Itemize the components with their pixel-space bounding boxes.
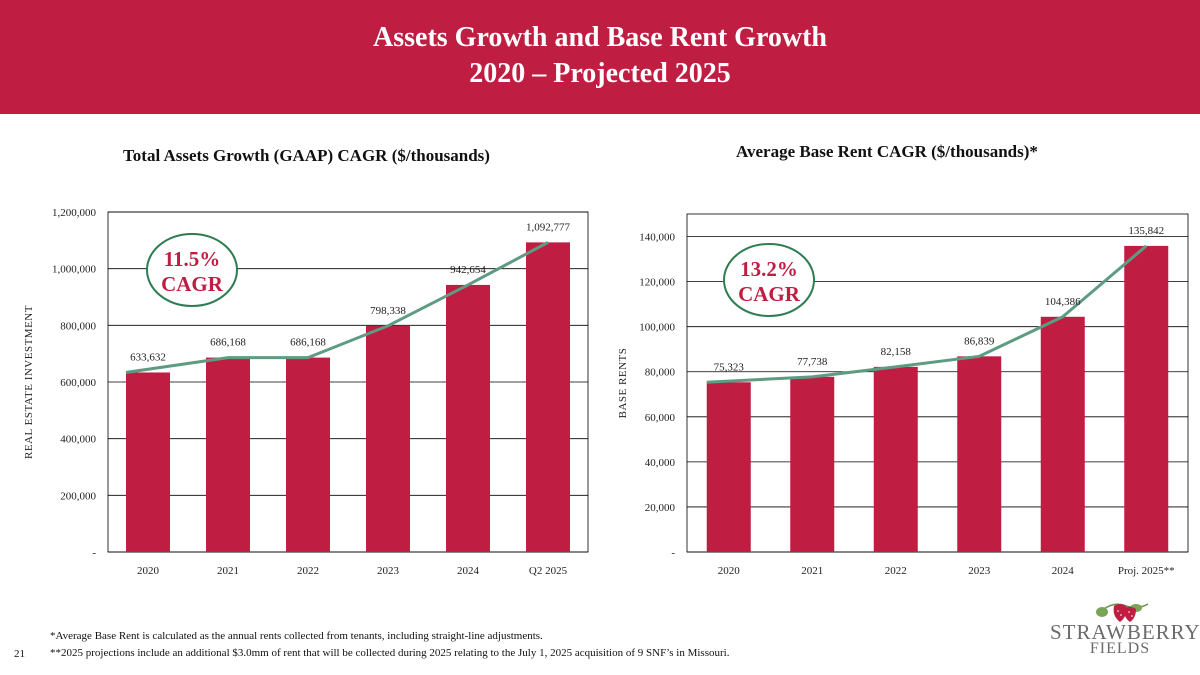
bar [366, 325, 410, 552]
logo-text-fields: FIELDS [1089, 640, 1151, 657]
y-tick-label: 20,000 [645, 502, 676, 514]
page-title-line2: 2020 – Projected 2025 [469, 58, 731, 89]
y-tick-label: 40,000 [645, 457, 676, 469]
chart2-base-rent: - 20,000 40,000 60,000 80,000 100,000 120,000 1… [617, 213, 1189, 577]
x-tick-label: Q2 2025 [529, 565, 568, 577]
y-axis-label: BASE RENTS [617, 348, 629, 419]
x-tick-label: 2021 [217, 565, 239, 577]
trend-line [125, 241, 549, 374]
header-banner: Assets Growth and Base Rent Growth 2020 … [0, 0, 1200, 114]
data-label: 135,842 [1128, 225, 1164, 237]
data-label: 798,338 [370, 305, 406, 317]
y-tick-label: 1,200,000 [52, 207, 97, 219]
data-label: 86,839 [964, 335, 995, 347]
data-label: 942,654 [450, 264, 486, 276]
y-tick-label: 200,000 [60, 490, 96, 502]
cagr-badge: 13.2%CAGR [723, 243, 815, 317]
y-axis-label: REAL ESTATE INVESTMENT [23, 305, 35, 459]
plot-frame [107, 211, 589, 553]
y-tick-label: 400,000 [60, 434, 96, 446]
x-tick-label: 2022 [885, 565, 907, 577]
chart2-title: Average Base Rent CAGR ($/thousands)* [736, 142, 1038, 161]
data-label: 104,386 [1045, 296, 1081, 308]
bar [790, 376, 835, 552]
data-label: 633,632 [130, 351, 166, 363]
x-tick-label: 2020 [718, 565, 741, 577]
y-tick-label: 100,000 [639, 322, 675, 334]
bar [873, 366, 918, 552]
cagr-oval [723, 243, 815, 317]
x-tick-label: 2020 [137, 565, 160, 577]
bar [286, 357, 330, 552]
bar [526, 242, 570, 552]
page-title-line1: Assets Growth and Base Rent Growth [373, 22, 827, 53]
cagr-word: CAGR [738, 282, 801, 306]
chart1-total-assets: - 200,000 400,000 600,000 800,000 1,000,000 1,… [23, 207, 589, 577]
x-tick-label: Proj. 2025** [1118, 565, 1175, 577]
x-tick-label: 2023 [377, 565, 400, 577]
bar [1124, 245, 1169, 552]
cagr-badge: 11.5%CAGR [146, 233, 238, 307]
y-tick-label: 140,000 [639, 232, 675, 244]
bar [126, 372, 170, 552]
bar [706, 382, 751, 552]
bar [1040, 316, 1085, 552]
trend-line [706, 244, 1148, 384]
cagr-oval [146, 233, 238, 307]
y-tick-label: 120,000 [639, 277, 675, 289]
cagr-value: 11.5% [164, 247, 221, 271]
data-label: 1,092,777 [526, 221, 571, 233]
data-label: 82,158 [881, 346, 912, 358]
cagr-word: CAGR [161, 272, 224, 296]
company-logo: STRAWBERRY FIELDS [1050, 596, 1200, 666]
x-tick-label: 2022 [297, 565, 319, 577]
data-label: 686,168 [290, 337, 326, 349]
logo-text-strawberry: STRAWBERRY [1050, 620, 1200, 644]
y-tick-label: 800,000 [60, 320, 96, 332]
x-tick-label: 2021 [801, 565, 823, 577]
y-tick-label: 80,000 [645, 367, 676, 379]
y-tick-label: 1,000,000 [52, 264, 97, 276]
y-tick-label: 600,000 [60, 377, 96, 389]
y-tick-label: - [92, 547, 96, 559]
chart1-title: Total Assets Growth (GAAP) CAGR ($/thous… [123, 146, 490, 165]
bar [957, 356, 1002, 552]
x-tick-label: 2024 [457, 565, 480, 577]
data-label: 77,738 [797, 356, 828, 368]
bar [206, 357, 250, 552]
y-tick-label: - [671, 547, 675, 559]
footnote-1: *Average Base Rent is calculated as the … [50, 630, 543, 642]
strawberry-icon [1096, 603, 1149, 622]
bar [446, 284, 490, 552]
data-label: 75,323 [714, 361, 745, 373]
cagr-value: 13.2% [740, 257, 798, 281]
data-label: 686,168 [210, 337, 246, 349]
x-tick-label: 2024 [1052, 565, 1075, 577]
x-tick-label: 2023 [968, 565, 991, 577]
footnote-2: **2025 projections include an additional… [50, 647, 730, 659]
page-number: 21 [14, 648, 25, 660]
y-tick-label: 60,000 [645, 412, 676, 424]
plot-frame [686, 213, 1189, 553]
